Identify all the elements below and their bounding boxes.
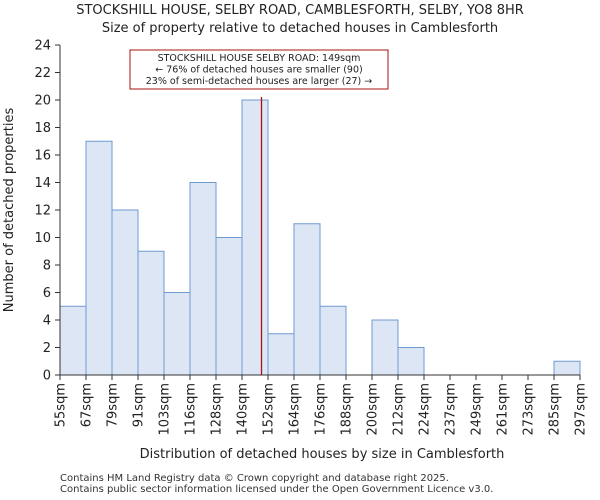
x-tick-label-273sqm: 273sqm xyxy=(522,383,537,436)
x-tick-label-297sqm: 297sqm xyxy=(574,383,589,436)
bar-200sqm xyxy=(371,319,399,376)
x-tick-label-116sqm: 116sqm xyxy=(184,383,199,436)
x-tick-label-140sqm: 140sqm xyxy=(236,383,251,436)
bar-176sqm xyxy=(319,305,347,376)
x-tick-label-261sqm: 261sqm xyxy=(496,383,511,436)
annotation-line-2: ← 76% of detached houses are smaller (90… xyxy=(155,65,362,76)
x-tick-label-79sqm: 79sqm xyxy=(106,383,121,427)
chart-subtitle: Size of property relative to detached ho… xyxy=(101,21,499,36)
x-tick-label-249sqm: 249sqm xyxy=(470,383,485,436)
bar-91sqm xyxy=(137,250,165,376)
bar-152sqm xyxy=(267,333,295,376)
y-axis-label: Number of detached properties xyxy=(2,108,17,313)
bar-79sqm xyxy=(111,209,139,376)
y-tick-label-0: 0 xyxy=(43,369,51,384)
annotation-border xyxy=(129,49,389,90)
y-tick-label-24: 24 xyxy=(34,39,51,54)
x-tick-label-285sqm: 285sqm xyxy=(548,383,563,436)
x-axis: 55sqm 67sqm 79sqm 91sqm 103sqm 116sqm 128sqm 14… xyxy=(54,374,589,436)
y-tick-label-2: 2 xyxy=(43,341,51,356)
footer-copyright: Contains HM Land Registry data © Crown c… xyxy=(60,473,449,484)
y-tick-label-6: 6 xyxy=(43,286,51,301)
x-tick-label-103sqm: 103sqm xyxy=(158,383,173,436)
footer-licence: Contains public sector information licen… xyxy=(60,484,494,495)
bar-103sqm xyxy=(163,292,191,376)
y-tick-label-22: 22 xyxy=(34,66,51,81)
x-tick-label-67sqm: 67sqm xyxy=(80,383,95,427)
x-axis-label: Distribution of detached houses by size … xyxy=(140,447,505,462)
x-tick-label-91sqm: 91sqm xyxy=(132,383,147,427)
chart-title: STOCKSHILL HOUSE, SELBY ROAD, CAMBLESFOR… xyxy=(76,3,524,18)
bar-55sqm xyxy=(59,305,87,376)
bar-116sqm xyxy=(189,182,217,376)
annotation-line-1: STOCKSHILL HOUSE SELBY ROAD: 149sqm xyxy=(158,53,361,64)
x-tick-label-237sqm: 237sqm xyxy=(444,383,459,436)
x-tick-label-55sqm: 55sqm xyxy=(54,383,69,427)
y-tick-label-12: 12 xyxy=(34,204,51,219)
x-tick-label-176sqm: 176sqm xyxy=(314,383,329,436)
x-tick-label-152sqm: 152sqm xyxy=(262,383,277,436)
y-tick-label-10: 10 xyxy=(34,231,51,246)
y-tick-label-4: 4 xyxy=(43,314,51,329)
bar-128sqm xyxy=(215,237,243,376)
y-tick-label-8: 8 xyxy=(43,259,51,274)
y-tick-label-20: 20 xyxy=(34,94,51,109)
y-tick-label-16: 16 xyxy=(34,149,51,164)
bar-140sqm xyxy=(241,99,269,376)
annotation-line-3: 23% of semi-detached houses are larger (… xyxy=(146,76,373,87)
x-tick-label-128sqm: 128sqm xyxy=(210,383,225,436)
bar-67sqm xyxy=(85,140,113,376)
x-tick-label-188sqm: 188sqm xyxy=(340,383,355,436)
annotation-box: STOCKSHILL HOUSE SELBY ROAD: 149sqm ← 76… xyxy=(129,49,389,90)
x-tick-label-200sqm: 200sqm xyxy=(366,383,381,436)
x-tick-label-164sqm: 164sqm xyxy=(288,383,303,436)
bar-164sqm xyxy=(293,223,321,376)
x-tick-label-224sqm: 224sqm xyxy=(418,383,433,436)
bar-285sqm xyxy=(553,360,581,376)
y-tick-label-18: 18 xyxy=(34,121,51,136)
bar-212sqm xyxy=(397,347,425,376)
y-tick-label-14: 14 xyxy=(34,176,51,191)
bars-group xyxy=(59,99,581,376)
x-tick-label-212sqm: 212sqm xyxy=(392,383,407,436)
